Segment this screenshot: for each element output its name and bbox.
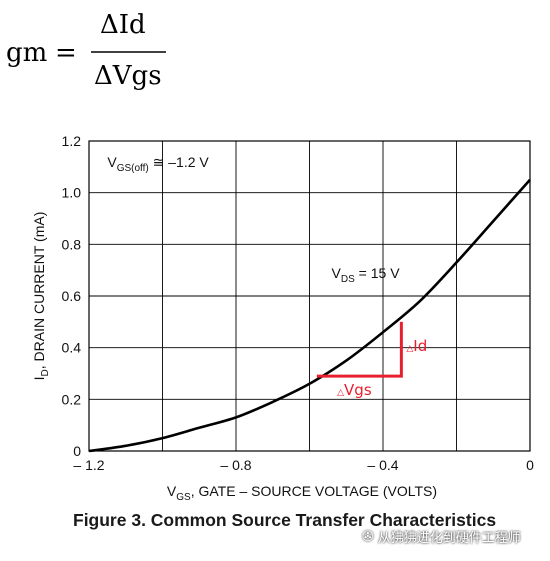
delta-vgs-label: △Vgs — [337, 381, 372, 399]
y-tick-label: 1.0 — [62, 185, 82, 201]
x-axis-label-sub: GS — [176, 492, 191, 503]
series-line — [88, 178, 531, 453]
y-tick-label: 0.2 — [62, 391, 82, 407]
x-axis-label-rest: , GATE – SOURCE VOLTAGE (VOLTS) — [191, 483, 437, 499]
x-tick-label: – 0.4 — [367, 457, 398, 473]
delta-id-label: △Id — [406, 337, 427, 355]
formula-lhs: gm — [6, 38, 47, 68]
formula-equals: = — [55, 38, 77, 68]
chart-annotations: VGS(off) ≅ –1.2 V VDS = 15 V — [107, 154, 400, 285]
y-axis-label-rest: , DRAIN CURRENT (mA) — [31, 212, 47, 370]
y-tick-label: 0.8 — [62, 236, 82, 252]
x-tick-label: – 1.2 — [73, 457, 104, 473]
y-axis-label-sub: D — [40, 369, 51, 376]
x-tick-label: – 0.8 — [220, 457, 251, 473]
svg-text:ID, DRAIN CURRENT (mA): ID, DRAIN CURRENT (mA) — [31, 212, 51, 381]
y-axis-label: ID, DRAIN CURRENT (mA) — [31, 212, 51, 381]
y-axis-label-main: I — [31, 376, 47, 380]
transfer-characteristics-chart: 0 0.2 0.4 0.6 0.8 1.0 1.2 – 1.2 – 0.8 – 0.4 0 △Id… — [31, 133, 534, 503]
annotation-label: VDS = 15 V — [332, 265, 401, 285]
x-axis-label-main: V — [167, 483, 177, 499]
y-tick-label: 0.4 — [62, 340, 82, 356]
formula-denominator: ΔVgs — [94, 61, 162, 91]
watermark: ✇ 从狒狒进化到硬件工程师 — [362, 527, 521, 547]
formula-numerator: ΔId — [100, 10, 146, 40]
x-tick-label: 0 — [526, 457, 534, 473]
y-tick-label: 1.2 — [62, 133, 82, 149]
figure-caption: Figure 3. Common Source Transfer Charact… — [73, 510, 497, 530]
y-tick-label: 0.6 — [62, 288, 82, 304]
x-axis-label: VGS, GATE – SOURCE VOLTAGE (VOLTS) — [167, 483, 437, 503]
watermark-text: 从狒狒进化到硬件工程师 — [377, 531, 521, 546]
y-tick-labels: 0 0.2 0.4 0.6 0.8 1.0 1.2 — [62, 133, 82, 459]
annotation-label: VGS(off) ≅ –1.2 V — [107, 154, 209, 174]
delta-triangle: △Id △Vgs — [316, 321, 427, 399]
plot-frame — [88, 140, 531, 452]
gm-formula: gm = ΔId ΔVgs — [6, 10, 166, 91]
x-tick-labels: – 1.2 – 0.8 – 0.4 0 — [73, 457, 534, 473]
chart-grid — [88, 140, 531, 452]
wechat-icon: ✇ — [362, 528, 374, 545]
y-tick-label: 0 — [73, 443, 81, 459]
